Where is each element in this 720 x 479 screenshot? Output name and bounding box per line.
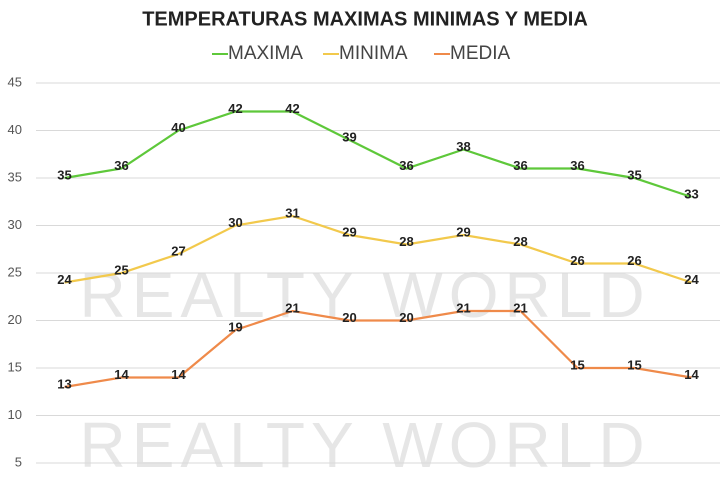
legend-label: MAXIMA bbox=[228, 43, 303, 64]
series-line bbox=[64, 309, 692, 389]
data-label: 21 bbox=[513, 300, 527, 315]
data-label: 26 bbox=[627, 253, 641, 268]
data-label: 35 bbox=[57, 167, 71, 182]
data-label: 25 bbox=[114, 262, 128, 277]
series-line bbox=[64, 110, 692, 199]
data-label: 21 bbox=[456, 300, 470, 315]
data-label: 35 bbox=[627, 167, 641, 182]
legend-label: MINIMA bbox=[339, 43, 408, 64]
data-label: 13 bbox=[57, 376, 71, 391]
watermark: REALTY WORLD bbox=[79, 409, 650, 479]
data-label: 26 bbox=[570, 253, 584, 268]
y-tick-label: 30 bbox=[8, 217, 22, 232]
data-label: 39 bbox=[342, 129, 356, 144]
data-label: 15 bbox=[627, 357, 641, 372]
y-tick-label: 25 bbox=[8, 264, 22, 279]
data-label: 27 bbox=[171, 243, 185, 258]
data-label: 30 bbox=[228, 215, 242, 230]
data-label: 28 bbox=[513, 234, 527, 249]
data-label: 31 bbox=[285, 205, 299, 220]
data-label: 42 bbox=[285, 101, 299, 116]
data-label: 33 bbox=[684, 186, 698, 201]
series-line bbox=[64, 214, 692, 284]
y-tick-label: 45 bbox=[8, 74, 22, 89]
legend-label: MEDIA bbox=[450, 43, 511, 64]
y-tick-label: 20 bbox=[8, 312, 22, 327]
watermark: REALTY WORLD bbox=[79, 259, 650, 331]
data-label: 20 bbox=[399, 310, 413, 325]
data-label: 14 bbox=[114, 367, 129, 382]
y-tick-label: 10 bbox=[8, 407, 22, 422]
y-tick-label: 40 bbox=[8, 122, 22, 137]
y-tick-label: 15 bbox=[8, 359, 22, 374]
data-label: 36 bbox=[570, 158, 584, 173]
data-label: 28 bbox=[399, 234, 413, 249]
data-label: 19 bbox=[228, 319, 242, 334]
data-label: 38 bbox=[456, 139, 470, 154]
data-label: 36 bbox=[114, 158, 128, 173]
data-label: 14 bbox=[684, 367, 699, 382]
chart-title: TEMPERATURAS MAXIMAS MINIMAS Y MEDIA bbox=[142, 8, 588, 30]
data-label: 29 bbox=[456, 224, 470, 239]
data-label: 40 bbox=[171, 120, 185, 135]
data-label: 29 bbox=[342, 224, 356, 239]
data-label: 36 bbox=[399, 158, 413, 173]
y-tick-label: 35 bbox=[8, 169, 22, 184]
data-label: 14 bbox=[171, 367, 186, 382]
data-label: 15 bbox=[570, 357, 584, 372]
y-tick-label: 5 bbox=[15, 454, 22, 469]
data-label: 24 bbox=[57, 272, 72, 287]
data-label: 42 bbox=[228, 101, 242, 116]
data-label: 20 bbox=[342, 310, 356, 325]
data-label: 21 bbox=[285, 300, 299, 315]
data-label: 24 bbox=[684, 272, 699, 287]
data-label: 36 bbox=[513, 158, 527, 173]
